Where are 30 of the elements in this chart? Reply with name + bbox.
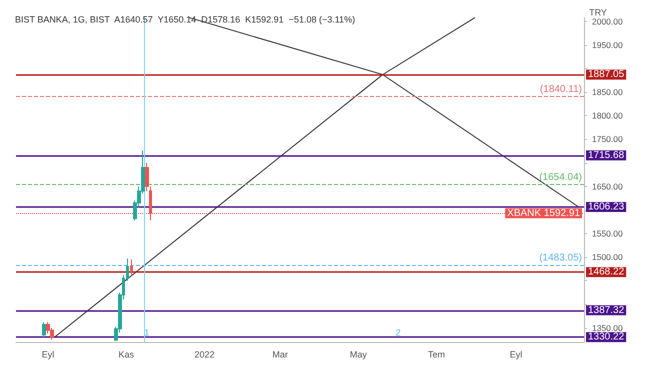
ref-line-label: 1715.68 bbox=[588, 150, 625, 161]
x-tick-label: Tem bbox=[428, 350, 446, 360]
ref-line-label: (1654.04) bbox=[539, 172, 582, 183]
ref-line-label: 1387.32 bbox=[588, 304, 625, 316]
ref-line-label: 1330.22 bbox=[588, 332, 625, 343]
annotation: 2 bbox=[396, 328, 401, 338]
y-tick-label: 2000.00 bbox=[592, 16, 623, 26]
y-tick-label: 1350.00 bbox=[592, 322, 623, 333]
x-tick-label: Eyl bbox=[42, 350, 54, 360]
annotation: 1 bbox=[144, 328, 150, 338]
x-tick-label: Kas bbox=[118, 350, 135, 360]
y-tick-label: 1850.00 bbox=[592, 87, 623, 98]
y-tick-label: 1750.00 bbox=[592, 134, 623, 144]
chart-title: BIST BANKA, 1G, BIST A1640.57 Y1650.14 D1578.16 K1592.91 −51.08 (−3.11%) bbox=[15, 14, 356, 24]
x-tick-label: Eyl bbox=[510, 350, 522, 360]
x-tick-label: Mar bbox=[272, 350, 288, 360]
ref-line-label: (1840.11) bbox=[540, 84, 582, 96]
y-tick-label: 1500.00 bbox=[592, 252, 623, 262]
y-tick-label: 1950.00 bbox=[592, 40, 623, 50]
ref-line-label: 1887.05 bbox=[588, 69, 625, 80]
x-tick-label: May bbox=[350, 350, 368, 360]
x-tick-label: 2022 bbox=[194, 350, 214, 360]
ref-line-label: 1468.22 bbox=[588, 266, 625, 278]
y-tick-label: 1650.00 bbox=[592, 181, 623, 192]
ref-line-label: XBANK 1592.91 bbox=[507, 208, 580, 219]
ref-line-label: (1483.05) bbox=[539, 252, 582, 264]
ref-line-label: 1606.23 bbox=[588, 202, 625, 213]
y-tick-label: 1550.00 bbox=[592, 228, 623, 239]
y-axis-title: TRY bbox=[589, 7, 607, 18]
y-tick-label: 1800.00 bbox=[592, 110, 623, 121]
